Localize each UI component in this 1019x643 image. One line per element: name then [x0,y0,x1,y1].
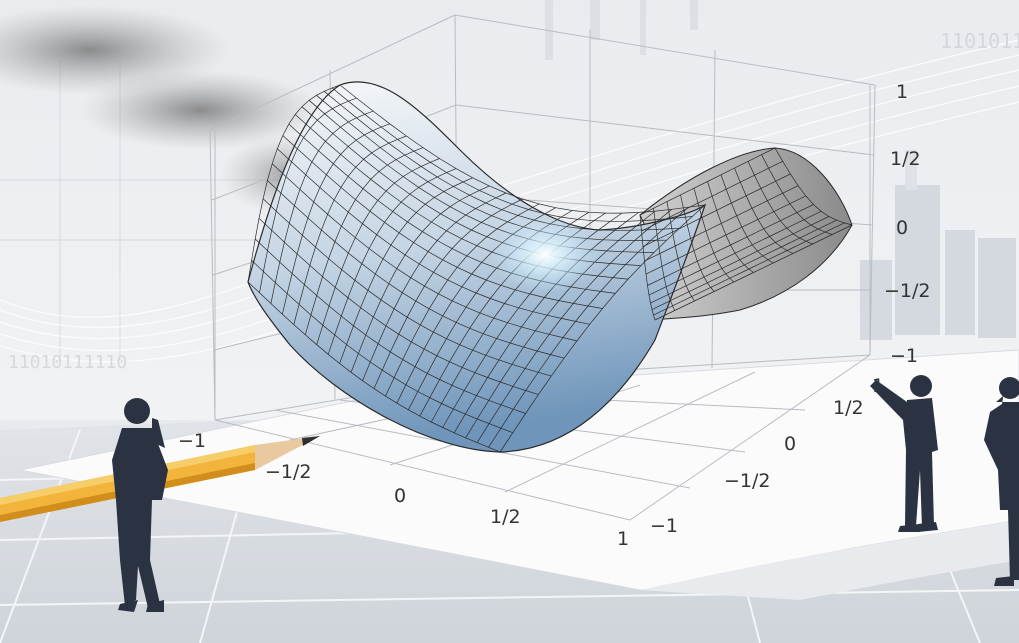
paper-sheet [19,349,1019,600]
mesh-line [258,218,539,395]
surface-glow [490,217,600,293]
x-tick-label: −1 [178,430,206,452]
mesh-line [316,95,667,241]
mesh-line [323,91,680,231]
mesh-line [251,260,513,434]
mesh-line [247,281,501,453]
mesh-line [339,84,706,214]
z-axis-ticks: 1 1/2 0 −1/2 −1 [884,81,931,367]
y-tick-label: −1 [650,515,678,537]
plot-box-grid [209,14,876,521]
city-skyline [860,150,1016,340]
mesh-line [282,135,603,309]
mesh-line [639,147,776,216]
mesh-line [654,224,853,321]
mesh-line [650,216,830,304]
x-tick-label: −1/2 [265,461,312,483]
mesh-line [642,173,791,247]
binary-text-top: 1101011 [940,29,1019,53]
mesh-line [648,210,822,296]
x-axis-ticks: −1 −1/2 0 1/2 1 [178,430,629,550]
mesh-line [641,160,783,232]
mesh-line [653,222,845,316]
saddle-surface [247,81,853,453]
mesh-line [651,219,837,310]
businessman-phone-icon [984,377,1019,586]
mesh-line [644,185,799,262]
mesh-line [331,87,693,222]
z-tick-label: 1 [896,81,908,103]
y-tick-label: 1/2 [833,397,864,419]
z-tick-label: −1 [890,345,918,367]
x-tick-label: 1 [617,528,629,550]
mesh-line [647,204,814,286]
binary-text-left: 11010111110 [8,352,127,373]
y-tick-label: −1/2 [724,470,771,492]
mesh-line [254,238,526,414]
mesh-line [262,198,552,377]
mesh-line [267,180,565,359]
businessman-thinking-icon [112,398,168,612]
y-tick-label: 0 [784,433,796,455]
x-tick-label: 1/2 [490,506,521,528]
z-tick-label: −1/2 [884,280,931,302]
y-axis-ticks: 1 1/2 0 −1/2 −1 [650,375,884,537]
mesh-line [277,148,590,325]
x-tick-label: 0 [394,485,406,507]
mesh-line [271,163,577,342]
z-tick-label: 1/2 [890,148,921,170]
businessman-pointing-icon [870,375,938,532]
z-tick-label: 0 [896,217,908,239]
mesh-line [645,195,806,275]
